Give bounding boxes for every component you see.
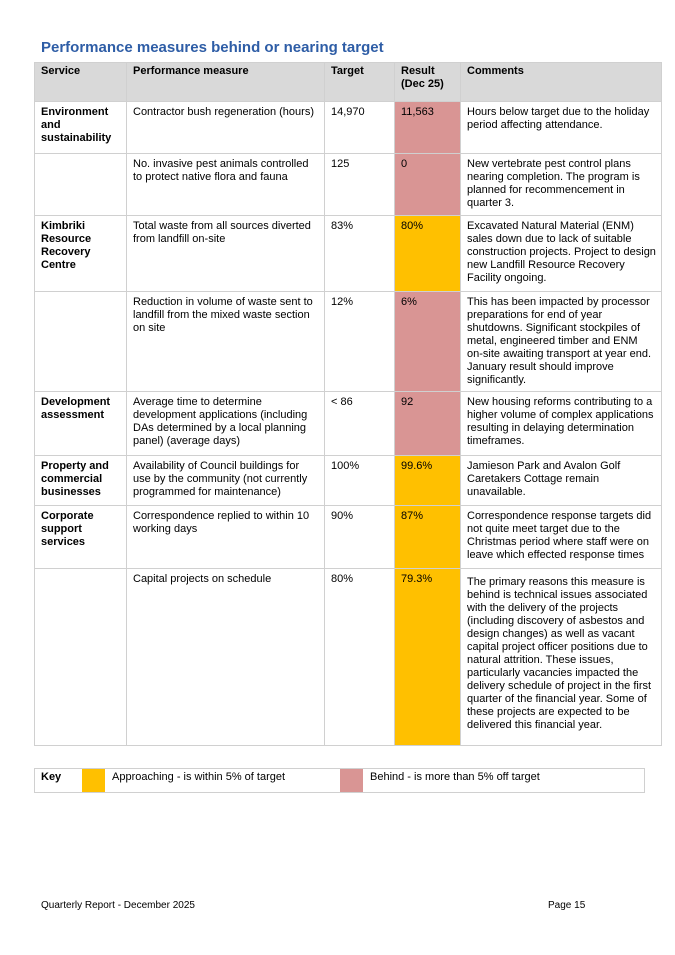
target-cell: 14,970 <box>324 101 395 154</box>
measure-cell: No. invasive pest animals controlled to … <box>126 153 325 216</box>
header-result: Result (Dec 25) <box>394 62 461 102</box>
approaching-label: Approaching - is within 5% of target <box>112 771 286 783</box>
table-row: Reduction in volume of waste sent to lan… <box>34 291 662 392</box>
table-row: Development assessment Average time to d… <box>34 391 662 456</box>
result-cell: 99.6% <box>394 455 461 506</box>
table-row: Environment and sustainability Contracto… <box>34 101 662 154</box>
result-cell: 79.3% <box>394 568 461 746</box>
footer-page-number: Page 15 <box>548 900 586 911</box>
comment-cell: New housing reforms contributing to a hi… <box>460 391 662 456</box>
table-row: Capital projects on schedule 80% 79.3% T… <box>34 568 662 746</box>
measure-cell: Total waste from all sources diverted fr… <box>126 215 325 292</box>
legend-key: Key Approaching - is within 5% of target… <box>34 768 645 793</box>
measure-cell: Contractor bush regeneration (hours) <box>126 101 325 154</box>
comment-cell: Hours below target due to the holiday pe… <box>460 101 662 154</box>
table-header-row: Service Performance measure Target Resul… <box>34 62 662 102</box>
approaching-swatch <box>82 769 105 792</box>
target-cell: 12% <box>324 291 395 392</box>
target-cell: 83% <box>324 215 395 292</box>
header-service: Service <box>34 62 127 102</box>
service-cell: Development assessment <box>34 391 127 456</box>
measure-cell: Average time to determine development ap… <box>126 391 325 456</box>
target-cell: < 86 <box>324 391 395 456</box>
header-target: Target <box>324 62 395 102</box>
comment-cell: The primary reasons this measure is behi… <box>460 568 662 746</box>
service-cell: Corporate support services <box>34 505 127 569</box>
measure-cell: Reduction in volume of waste sent to lan… <box>126 291 325 392</box>
measure-cell: Correspondence replied to within 10 work… <box>126 505 325 569</box>
result-cell: 80% <box>394 215 461 292</box>
header-measure: Performance measure <box>126 62 325 102</box>
service-cell <box>34 291 127 392</box>
footer-report-title: Quarterly Report - December 2025 <box>41 900 195 911</box>
table-row: Corporate support services Correspondenc… <box>34 505 662 569</box>
target-cell: 80% <box>324 568 395 746</box>
target-cell: 100% <box>324 455 395 506</box>
behind-swatch <box>340 769 363 792</box>
measure-cell: Availability of Council buildings for us… <box>126 455 325 506</box>
page-title: Performance measures behind or nearing t… <box>41 39 384 56</box>
table-row: Kimbriki Resource Recovery Centre Total … <box>34 215 662 292</box>
service-cell: Property and commercial businesses <box>34 455 127 506</box>
comment-cell: Excavated Natural Material (ENM) sales d… <box>460 215 662 292</box>
behind-label: Behind - is more than 5% off target <box>370 771 540 783</box>
target-cell: 90% <box>324 505 395 569</box>
performance-table: Service Performance measure Target Resul… <box>34 62 662 746</box>
service-cell: Environment and sustainability <box>34 101 127 154</box>
comment-cell: This has been impacted by processor prep… <box>460 291 662 392</box>
result-cell: 92 <box>394 391 461 456</box>
comment-cell: Correspondence response targets did not … <box>460 505 662 569</box>
service-cell: Kimbriki Resource Recovery Centre <box>34 215 127 292</box>
result-cell: 0 <box>394 153 461 216</box>
service-cell <box>34 568 127 746</box>
result-cell: 11,563 <box>394 101 461 154</box>
result-cell: 87% <box>394 505 461 569</box>
result-cell: 6% <box>394 291 461 392</box>
measure-cell: Capital projects on schedule <box>126 568 325 746</box>
comment-cell: Jamieson Park and Avalon Golf Caretakers… <box>460 455 662 506</box>
header-comments: Comments <box>460 62 662 102</box>
service-cell <box>34 153 127 216</box>
comment-cell: New vertebrate pest control plans nearin… <box>460 153 662 216</box>
table-row: No. invasive pest animals controlled to … <box>34 153 662 216</box>
target-cell: 125 <box>324 153 395 216</box>
key-label: Key <box>41 771 62 783</box>
table-row: Property and commercial businesses Avail… <box>34 455 662 506</box>
